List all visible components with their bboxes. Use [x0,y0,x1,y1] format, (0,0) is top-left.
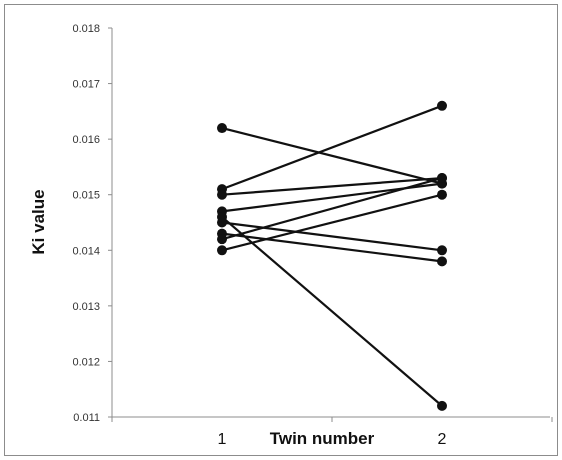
series-9 [217,211,447,411]
data-point [437,189,447,200]
x-tick-label: 2 [438,431,447,448]
x-tick-label: 1 [218,431,227,448]
y-tick-label: 0.012 [72,356,100,368]
y-tick-label: 0.015 [72,190,100,202]
data-point [217,234,227,245]
series-line [221,232,443,263]
series-line [221,216,443,407]
data-point [217,211,227,222]
data-point [437,245,447,256]
series-line [221,176,443,196]
series-layer [217,100,447,411]
series-8 [217,189,447,256]
series-line [221,221,443,252]
series-line [221,176,443,241]
axes-layer [111,28,550,418]
data-point [217,189,227,200]
data-point [217,123,227,134]
y-tick-label: 0.017 [72,79,100,91]
data-point [437,173,447,184]
series-line [221,104,443,191]
y-tick-label: 0.016 [72,134,100,146]
y-tick-label: 0.014 [72,245,100,257]
data-point [437,100,447,111]
y-tick-label: 0.013 [72,301,100,313]
series-line [221,126,443,185]
data-point [217,245,227,256]
x-axis-title: Twin number [270,429,375,448]
data-point [437,400,447,411]
y-ticks: 0.011 0.012 0.013 0.014 0.015 0.016 0.017 0.018 [72,23,112,424]
series-7 [217,173,447,245]
data-point [437,256,447,267]
y-tick-label: 0.018 [72,23,100,35]
y-axis-title: Ki value [29,189,48,254]
series-line [221,193,443,252]
series-4 [217,178,447,217]
y-tick-label: 0.011 [73,412,100,424]
